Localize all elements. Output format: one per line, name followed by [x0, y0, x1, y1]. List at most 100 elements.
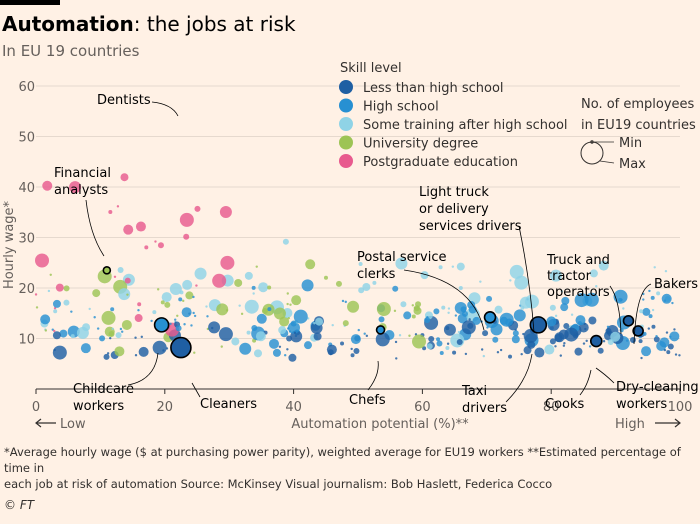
job-bubble [52, 299, 61, 308]
job-bubble [577, 321, 582, 326]
job-bubble [109, 336, 112, 340]
job-bubble [460, 306, 467, 313]
job-bubble [88, 307, 91, 311]
job-bubble [549, 269, 562, 282]
job-bubble [597, 347, 604, 354]
job-bubble [651, 308, 655, 312]
job-bubble [438, 265, 443, 270]
job-bubble [106, 352, 110, 355]
label-cooks: Cooks [545, 397, 585, 412]
job-bubble [560, 303, 569, 312]
job-bubble [288, 330, 292, 333]
job-bubble [174, 318, 177, 321]
label-dryclean-2: workers [616, 397, 667, 412]
job-bubble [461, 310, 468, 317]
job-bubble [290, 320, 297, 327]
y-axis-label: Hourly wage* [2, 200, 17, 289]
job-bubble [549, 304, 556, 311]
job-bubble [562, 344, 566, 347]
job-bubble [412, 334, 427, 349]
job-bubble [269, 338, 280, 349]
job-bubble [452, 350, 457, 355]
job-bubble [251, 324, 258, 331]
job-bubble [575, 315, 586, 326]
highlighted-bubbles [102, 266, 644, 359]
job-bubble [291, 295, 302, 306]
job-bubble [446, 342, 450, 345]
job-bubble [53, 348, 56, 352]
label-postal-1: Postal service [357, 250, 446, 265]
size-legend-max-label: Max [619, 157, 646, 172]
job-bubble [344, 300, 347, 304]
job-bubble [639, 309, 644, 314]
job-bubble [272, 348, 281, 357]
job-bubble [357, 328, 360, 332]
leader-dentists [151, 101, 179, 117]
job-bubble [49, 273, 52, 276]
job-bubble [116, 205, 120, 208]
job-bubble [458, 286, 463, 291]
job-bubble [176, 314, 179, 317]
highlighted-bubble [102, 266, 112, 275]
job-bubble [678, 354, 681, 357]
job-bubble [433, 308, 440, 315]
job-bubble [52, 345, 67, 360]
job-bubble [549, 338, 556, 345]
job-bubble [165, 347, 169, 350]
job-bubble [511, 335, 520, 344]
job-bubble [358, 287, 365, 294]
job-bubble [665, 331, 669, 334]
legend-label: High school [363, 100, 439, 115]
job-bubble [193, 351, 196, 354]
job-bubble [585, 339, 588, 343]
job-bubble [561, 296, 570, 305]
job-bubble [182, 299, 185, 303]
job-bubble [80, 343, 91, 354]
job-bubble [647, 327, 651, 330]
job-bubble [70, 334, 75, 339]
job-bubble [663, 348, 667, 352]
leader-truckdel [518, 225, 535, 333]
job-bubble [152, 310, 157, 315]
job-bubble [35, 306, 39, 309]
job-bubble [546, 316, 557, 327]
job-bubble [256, 313, 267, 324]
bubble-layer [34, 173, 681, 362]
job-bubble [212, 273, 227, 288]
job-bubble [53, 329, 56, 333]
size-legend-title-2: in EU19 countries [581, 118, 696, 133]
job-bubble [162, 349, 165, 352]
chart-title: Automation: the jobs at risk [2, 12, 296, 36]
highlighted-bubble [483, 310, 497, 324]
label-chefs: Chefs [349, 393, 386, 408]
job-bubble [287, 316, 291, 320]
job-bubble [181, 307, 192, 318]
job-bubble [278, 345, 282, 348]
label-taxi-2: drivers [462, 401, 507, 416]
job-bubble [559, 354, 562, 357]
job-bubble [347, 300, 360, 313]
footnotes: *Average hourly wage ($ at purchasing po… [4, 444, 694, 492]
leader-chefs [367, 360, 379, 391]
job-bubble [640, 356, 643, 360]
footnote-line-2: each job at risk of automation Source: M… [4, 477, 553, 491]
job-bubble [253, 349, 262, 358]
job-bubble [137, 302, 142, 307]
leader-cleaners [191, 382, 201, 398]
job-bubble [286, 292, 289, 295]
job-bubble [414, 333, 418, 336]
label-tractor-2: tractor [547, 269, 592, 284]
job-bubble [436, 337, 441, 342]
job-bubble [44, 329, 48, 332]
job-bubble [468, 318, 471, 321]
title-rest: : the jobs at risk [133, 12, 296, 36]
legend-swatch [339, 135, 353, 150]
job-bubble [323, 275, 328, 280]
job-bubble [595, 285, 598, 288]
leader-dryclean [595, 367, 615, 384]
job-bubble [182, 279, 193, 290]
job-bubble [523, 346, 532, 355]
job-bubble [584, 327, 587, 331]
job-bubble [669, 331, 680, 342]
job-bubble [445, 326, 450, 331]
